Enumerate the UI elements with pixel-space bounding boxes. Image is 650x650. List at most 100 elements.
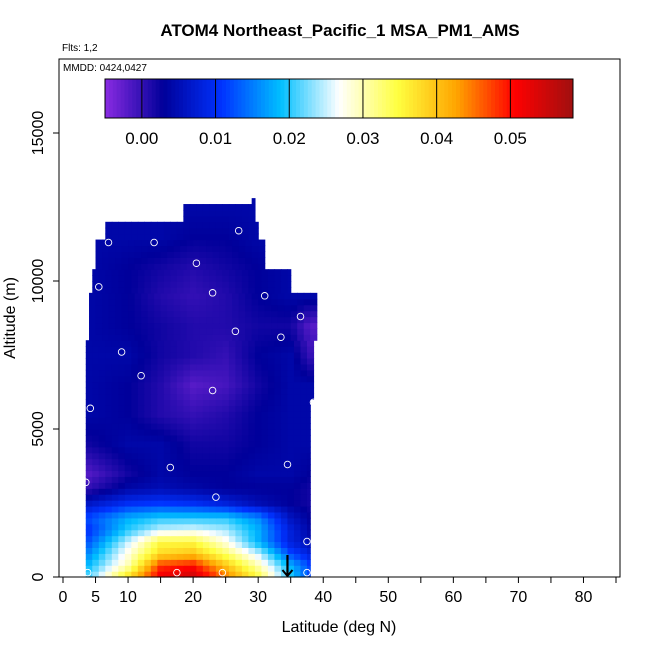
heatmap-cell [215,446,223,454]
heatmap-cell [280,529,289,537]
heatmap-cell [212,304,220,312]
heatmap-cell [248,286,256,294]
heatmap-cell [254,571,263,578]
heatmap-cell [287,393,295,400]
heatmap-cell [228,399,237,406]
heatmap-cell [300,458,308,466]
heatmap-cell [235,233,243,241]
heatmap-cell [215,470,223,477]
heatmap-cell [167,263,175,270]
heatmap-cell [128,263,136,270]
heatmap-cell [222,541,230,548]
heatmap-cell [222,429,230,436]
heatmap-cell [173,310,181,318]
heatmap-cell [222,482,230,489]
heatmap-cell [150,529,158,537]
heatmap-cell [293,559,302,566]
heatmap-cell [89,310,97,318]
heatmap-cell [222,352,230,359]
heatmap-cell [144,357,152,365]
heatmap-cell [124,417,132,424]
heatmap-cell [131,227,139,235]
heatmap-cell [228,505,237,513]
heatmap-cell [271,328,279,335]
heatmap-cell [180,245,188,252]
heatmap-cell [238,334,246,341]
heatmap-cell [287,488,295,495]
heatmap-cell [287,529,295,537]
heatmap-cell [215,281,223,288]
heatmap-cell [157,387,165,395]
heatmap-cell [144,464,152,472]
heatmap-cell [196,511,204,519]
heatmap-cell [170,434,178,442]
heatmap-cell [202,547,210,554]
heatmap-cell [173,316,181,324]
heatmap-cell [267,357,276,365]
heatmap-cell [180,316,188,324]
heatmap-cell [228,375,237,383]
heatmap-cell [98,399,106,406]
heatmap-cell [235,363,243,371]
heatmap-cell [141,328,149,335]
heatmap-cell [248,393,256,400]
heatmap-cell [108,251,116,258]
heatmap-cell [202,227,210,235]
heatmap-cell [306,387,315,395]
heatmap-cell [248,269,256,276]
heatmap-cell [154,310,162,318]
heatmap-cell [118,500,126,507]
heatmap-cell [228,346,237,353]
heatmap-cell [254,387,263,395]
heatmap-cell [189,286,197,294]
heatmap-cell [254,440,263,448]
heatmap-cell [209,423,217,430]
x-tick-label: 30 [249,589,267,606]
heatmap-cell [261,381,269,389]
heatmap-cell [160,292,168,300]
heatmap-cell [92,535,100,543]
heatmap-cell [131,565,139,572]
heatmap-cell [183,565,191,572]
heatmap-cell [157,352,165,359]
heatmap-cell [193,304,201,312]
heatmap-cell [157,393,165,400]
heatmap-cell [280,565,289,572]
observation-point [86,404,95,413]
colorbar-segment [518,79,523,118]
heatmap-cell [98,286,106,294]
heatmap-cell [300,488,308,495]
heatmap-cell [228,221,237,229]
heatmap-cell [280,411,289,418]
heatmap-cell [241,423,250,430]
heatmap-cell [293,381,302,389]
heatmap-cell [121,304,129,312]
heatmap-cell [98,411,106,418]
heatmap-cell [150,559,158,566]
heatmap-cell [196,500,204,507]
heatmap-cell [219,310,227,318]
heatmap-cell [131,517,139,525]
heatmap-cell [121,239,129,247]
heatmap-cell [228,470,237,477]
heatmap-cell [124,357,132,365]
heatmap-cell [202,464,210,472]
colorbar-segment [175,79,180,118]
heatmap-cell [102,322,110,329]
heatmap-cell [267,529,276,537]
heatmap-cell [261,476,269,483]
heatmap-cell [108,310,116,318]
heatmap-cell [261,547,269,554]
heatmap-cell [287,381,295,389]
heatmap-cell [131,381,139,389]
heatmap-cell [105,559,113,566]
heatmap-cell [124,464,132,472]
heatmap-cell [128,316,136,324]
heatmap-cell [111,233,119,241]
colorbar-segment [132,79,137,118]
heatmap-cell [189,458,197,466]
heatmap-cell [150,482,158,489]
heatmap-cell [258,310,266,318]
heatmap-cell [254,434,263,442]
heatmap-cell [202,381,210,389]
